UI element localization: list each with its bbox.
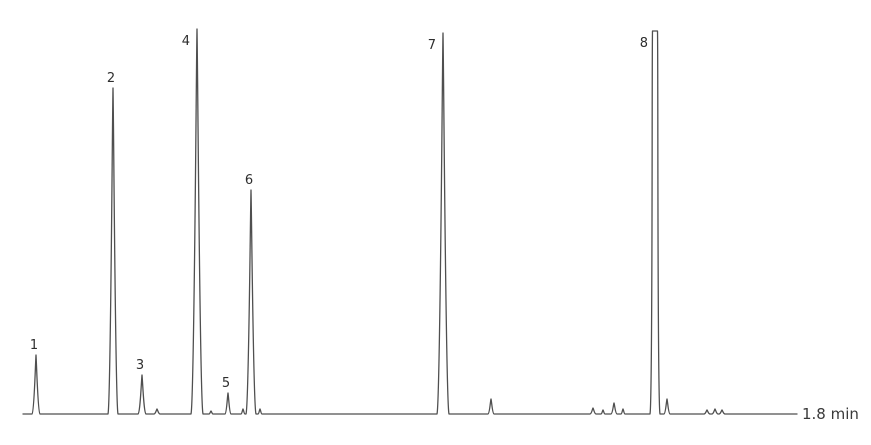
peak-label-4: 4 (182, 34, 190, 49)
trace-line (22, 28, 798, 415)
peak-label-8: 8 (640, 36, 648, 51)
axis-end-time-label: 1.8 min (802, 405, 859, 423)
peak-label-7: 7 (428, 38, 436, 53)
peak-label-1: 1 (30, 338, 38, 353)
peak-label-3: 3 (136, 358, 144, 373)
peak-label-6: 6 (245, 173, 253, 188)
peak-labels-group: 1 2 3 4 5 6 7 8 (30, 34, 648, 391)
peak-label-5: 5 (222, 376, 230, 391)
peak-label-2: 2 (107, 71, 115, 86)
